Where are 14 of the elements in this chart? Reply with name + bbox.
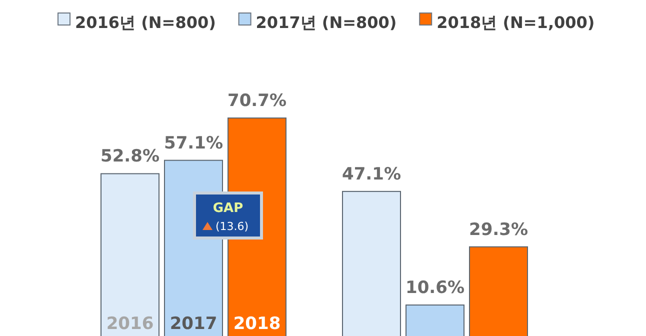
data-label: 29.3% (469, 220, 528, 240)
annotation: 2018 (233, 314, 281, 334)
data-label: 47.1% (342, 164, 401, 184)
annotation: (13.6) (216, 220, 249, 233)
legend-label: 2017년 (N=800) (256, 13, 397, 32)
legend-label: 2016년 (N=800) (75, 13, 216, 32)
data-label: 57.1% (164, 133, 223, 154)
annotation: 2017 (170, 314, 218, 334)
annotation: 2016 (106, 314, 154, 334)
annotation: GAP (212, 201, 244, 216)
data-label: 70.7% (228, 91, 286, 111)
legend-label: 2018년 (N=1,000) (436, 13, 595, 32)
data-label: 52.8% (100, 146, 160, 167)
data-label: 10.6% (406, 278, 464, 298)
